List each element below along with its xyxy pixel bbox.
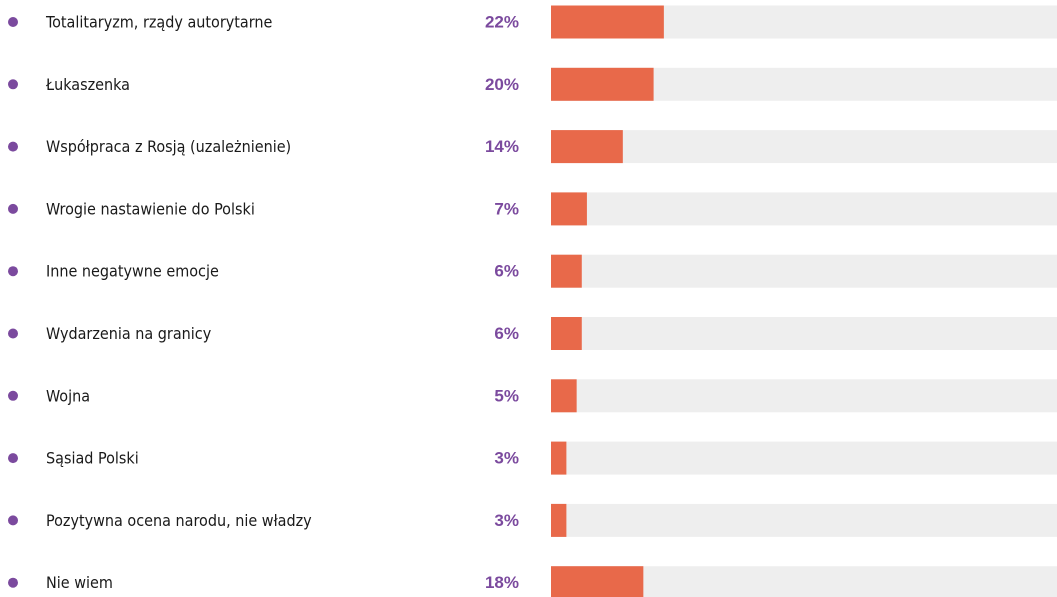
category-label: Łukaszenka: [45, 75, 130, 94]
bar: [551, 379, 577, 413]
value-label: 3%: [494, 449, 519, 468]
bullet: [8, 17, 18, 27]
bullet: [8, 515, 18, 526]
bar-track: [551, 503, 1057, 537]
bullet: [8, 577, 18, 588]
bar: [551, 503, 567, 537]
bar: [551, 67, 654, 101]
bar-track: [551, 379, 1057, 413]
value-label: 5%: [494, 386, 519, 405]
bullet: [8, 453, 18, 464]
bar-track: [551, 441, 1057, 475]
value-label: 3%: [494, 511, 519, 530]
bar: [551, 317, 582, 350]
category-label: Pozytywna ocena narodu, nie władzy: [46, 511, 312, 530]
bar-track: [551, 254, 1057, 288]
category-label: Współpraca z Rosją (uzależnienie): [46, 137, 291, 156]
value-label: 20%: [485, 75, 519, 94]
bar-track: [551, 192, 1057, 226]
bar: [551, 130, 623, 164]
bar-track: [551, 130, 1057, 164]
bar: [551, 192, 587, 226]
bar: [551, 254, 582, 288]
category-label: Totalitaryzm, rządy autorytarne: [45, 13, 273, 32]
value-label: 14%: [485, 137, 519, 156]
value-label: 18%: [485, 573, 519, 592]
category-label: Sąsiad Polski: [46, 449, 139, 468]
bullet: [8, 203, 18, 214]
bar: [551, 441, 567, 475]
category-label: Wojna: [46, 386, 90, 405]
bullet: [8, 79, 18, 90]
bullet: [8, 141, 18, 152]
category-label: Wrogie nastawienie do Polski: [46, 199, 255, 218]
bar: [551, 566, 644, 597]
bar: [551, 5, 664, 39]
category-label: Nie wiem: [46, 573, 113, 592]
value-label: 6%: [494, 324, 519, 343]
bar-track: [551, 317, 1057, 350]
value-label: 6%: [494, 262, 519, 281]
bullet: [8, 328, 18, 339]
bullet: [8, 390, 18, 401]
value-label: 22%: [485, 12, 519, 31]
bullet: [8, 266, 18, 277]
value-label: 7%: [494, 199, 519, 218]
category-label: Wydarzenia na granicy: [46, 324, 212, 343]
category-label: Inne negatywne emocje: [46, 262, 219, 281]
